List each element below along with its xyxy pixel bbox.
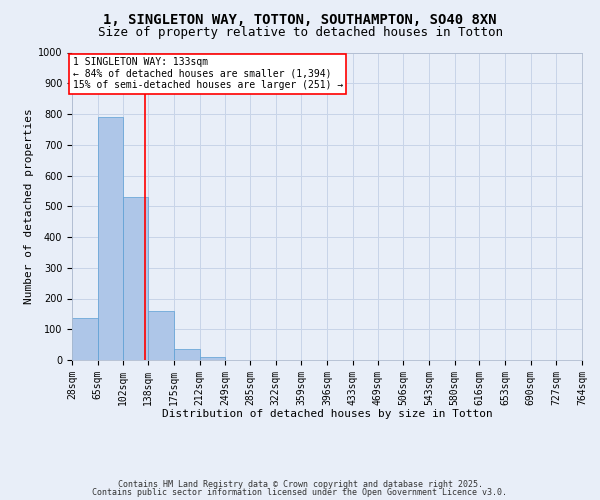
X-axis label: Distribution of detached houses by size in Totton: Distribution of detached houses by size …: [161, 409, 493, 419]
Bar: [174, 349, 199, 360]
Bar: [199, 357, 225, 360]
Text: 1, SINGLETON WAY, TOTTON, SOUTHAMPTON, SO40 8XN: 1, SINGLETON WAY, TOTTON, SOUTHAMPTON, S…: [103, 12, 497, 26]
Bar: [98, 117, 123, 360]
Text: Contains public sector information licensed under the Open Government Licence v3: Contains public sector information licen…: [92, 488, 508, 497]
Text: 1 SINGLETON WAY: 133sqm
← 84% of detached houses are smaller (1,394)
15% of semi: 1 SINGLETON WAY: 133sqm ← 84% of detache…: [73, 57, 343, 90]
Bar: [72, 318, 98, 360]
Text: Size of property relative to detached houses in Totton: Size of property relative to detached ho…: [97, 26, 503, 39]
Y-axis label: Number of detached properties: Number of detached properties: [23, 108, 34, 304]
Bar: [123, 197, 148, 360]
Text: Contains HM Land Registry data © Crown copyright and database right 2025.: Contains HM Land Registry data © Crown c…: [118, 480, 482, 489]
Bar: [148, 311, 174, 360]
